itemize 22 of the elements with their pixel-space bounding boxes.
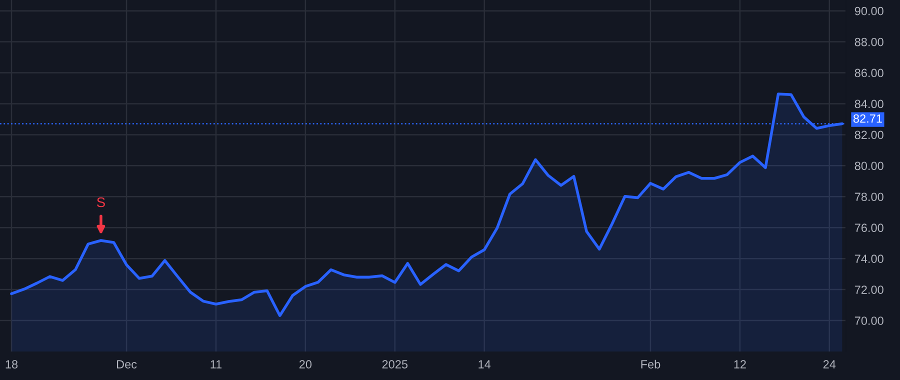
y-tick-label: 84.00	[854, 100, 884, 108]
x-tick-label: 18	[6, 360, 18, 369]
y-tick-label: 74.00	[854, 254, 884, 263]
y-tick-label: 76.00	[854, 224, 884, 232]
y-tick-label: 72.00	[854, 286, 884, 294]
y-tick-label: 82.00	[854, 130, 884, 140]
x-tick-label: 2025	[382, 360, 408, 369]
annotation: S	[96, 197, 105, 208]
x-tick-label: 24	[823, 360, 836, 368]
y-tick-label: 78.00	[854, 192, 884, 202]
x-tick-label: 20	[299, 360, 312, 369]
y-tick-label: 80.00	[854, 162, 884, 170]
x-tick-label: 12	[734, 360, 746, 368]
x-tick-label: Dec	[116, 360, 137, 369]
x-tick-label: 14	[478, 360, 491, 368]
y-tick-label: 70.00	[854, 316, 884, 325]
y-tick-label: 88.00	[854, 38, 884, 46]
x-tick-label: 11	[210, 360, 222, 368]
y-tick-label: 86.00	[854, 68, 884, 78]
x-tick-label: Feb	[641, 360, 660, 369]
y-tick-label: 90.00	[854, 6, 884, 16]
ref-line-label: 82.71	[853, 114, 882, 123]
